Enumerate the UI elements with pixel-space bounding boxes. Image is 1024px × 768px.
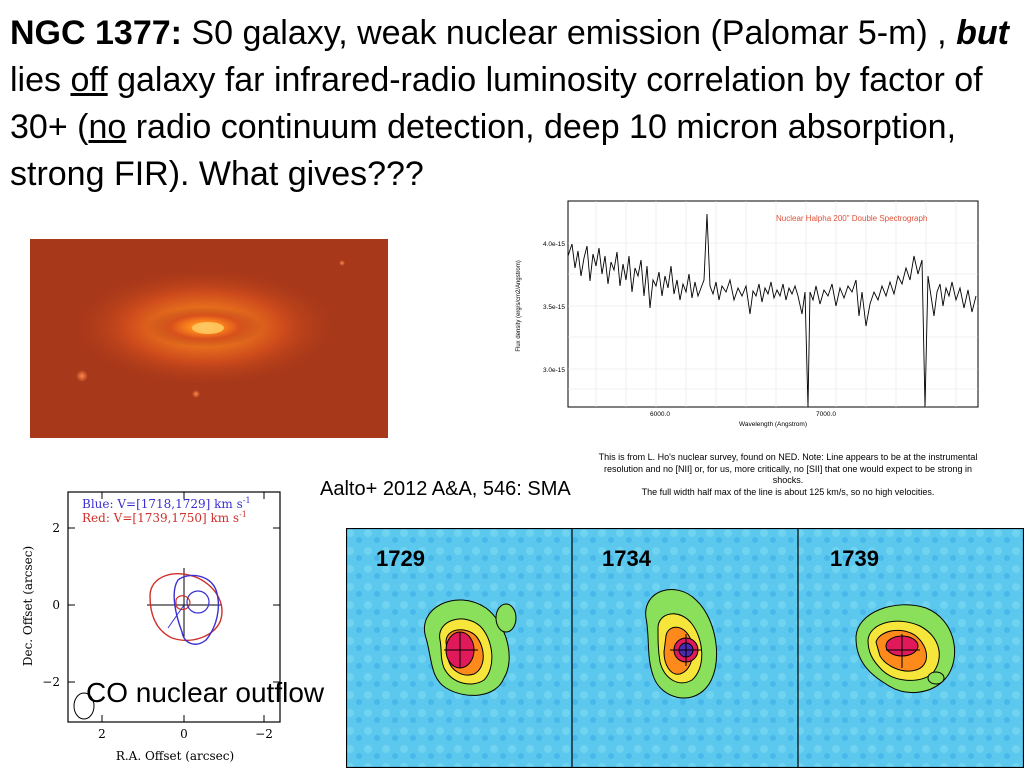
channel-label-1729: 1729 (376, 546, 425, 571)
object-name: NGC 1377: (10, 14, 182, 52)
spectrum-xlabel: Wavelength (Angstrom) (739, 421, 807, 428)
outflow-ytick-2: 0 (52, 598, 60, 612)
spectrum-ytick-2: 3.5e-15 (543, 304, 565, 311)
blue-contour-outer (173, 574, 220, 645)
spectrum-note: This is from L. Ho's nuclear survey, fou… (560, 452, 1016, 498)
channel-label-1734: 1734 (602, 546, 652, 571)
beam-ellipse (73, 692, 95, 720)
spectrum-xtick-2: 7000.0 (816, 411, 836, 418)
outflow-xtick-2: 0 (180, 727, 188, 741)
title-underline-no: no (88, 108, 127, 146)
title-text-4: radio continuum detection, deep 10 micro… (10, 108, 957, 193)
spectrum-xtick-1: 6000.0 (650, 411, 670, 418)
galaxy-image (30, 239, 388, 438)
note-line-3: shocks. (772, 475, 804, 485)
title-text-3: galaxy far infrared-radio luminosity cor… (10, 61, 983, 146)
title-emphasis-but: but (956, 14, 1009, 52)
title-underline-off: off (70, 61, 108, 99)
spectrum-trace (567, 213, 977, 408)
outflow-xtick-1: 2 (98, 727, 106, 741)
spectrum-ytick-1: 4.0e-15 (543, 241, 565, 248)
outflow-xtick-3: −2 (255, 727, 273, 741)
outflow-ytick-3: −2 (42, 675, 60, 689)
co-outflow-label: CO nuclear outflow (86, 677, 325, 708)
outflow-xlabel: R.A. Offset (arcsec) (116, 749, 234, 763)
note-line-4: The full width half max of the line is a… (641, 486, 935, 497)
channel-maps: 1729 1734 1739 (346, 528, 1024, 768)
co-outflow-plot: Blue: V=[1718,1729] km s-1 Red: V=[1739,… (21, 491, 281, 763)
citation: Aalto+ 2012 A&A, 546: SMA (320, 478, 571, 500)
title-text-1: S0 galaxy, weak nuclear emission (Paloma… (181, 14, 957, 52)
note-line-1: This is from L. Ho's nuclear survey, fou… (598, 452, 978, 462)
blue-contour-inner (186, 590, 210, 614)
halpha-spectrum-plot: Nuclear Halpha 200" Double Spectrograph … (516, 200, 979, 428)
outflow-ylabel: Dec. Offset (arcsec) (21, 546, 35, 666)
spectrum-ytick-3: 3.0e-15 (543, 367, 565, 374)
channel-label-1739: 1739 (830, 546, 879, 571)
slide-title: NGC 1377: S0 galaxy, weak nuclear emissi… (10, 10, 1010, 198)
outflow-ytick-1: 2 (52, 521, 60, 535)
spectrum-title: Nuclear Halpha 200" Double Spectrograph (776, 214, 927, 223)
outflow-legend-red: Red: V=[1739,1750] km s-1 (82, 510, 247, 525)
spectrum-ylabel: Flux density (erg/s/cm2/Angstrom) (516, 260, 522, 351)
red-contour-outer (149, 573, 223, 641)
outflow-legend-blue: Blue: V=[1718,1729] km s-1 (82, 496, 251, 511)
red-contour-inner (175, 595, 191, 611)
note-line-2: resolution and no [NII] or, for us, more… (603, 463, 973, 474)
title-text-2: lies (10, 61, 71, 99)
